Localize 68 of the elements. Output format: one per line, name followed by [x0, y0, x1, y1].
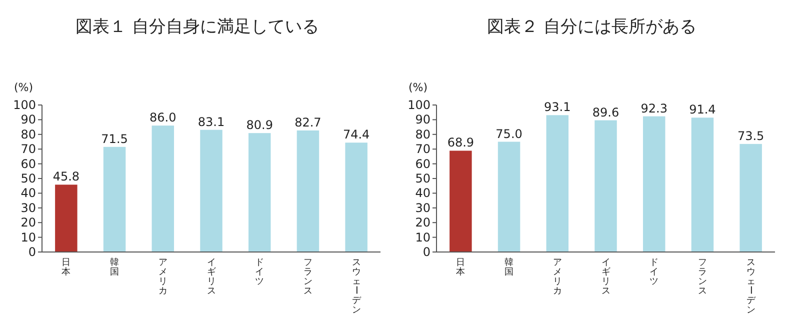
x-tick-label: 韓国	[110, 258, 120, 278]
data-label: 83.1	[198, 114, 225, 129]
x-tick-label: 韓国	[504, 258, 514, 278]
data-label: 91.4	[689, 102, 716, 117]
bar	[152, 126, 174, 252]
y-tick-label: 70	[415, 142, 430, 156]
data-label: 75.0	[496, 126, 522, 141]
bar	[594, 120, 617, 252]
x-tick-label: スウェーデン	[744, 258, 756, 316]
y-tick-label: 100	[408, 98, 430, 112]
y-tick-label: 90	[20, 112, 36, 127]
data-label: 92.3	[640, 101, 668, 116]
bar	[691, 118, 714, 252]
chart-title: 図表２ 自分には長所がある	[487, 17, 696, 37]
data-label: 68.9	[447, 136, 474, 150]
y-tick-label: 50	[20, 172, 36, 186]
x-tick-label: フランス	[303, 258, 312, 296]
x-tick-label: 日本	[456, 258, 466, 278]
data-label: 89.6	[592, 105, 620, 120]
x-tick-label: アメリカ	[158, 258, 168, 296]
data-label: 74.4	[342, 128, 370, 142]
bar	[55, 184, 78, 252]
x-tick-label: スウェーデン	[350, 258, 361, 316]
y-tick-label: 60	[20, 156, 36, 171]
y-tick-label: 30	[415, 200, 430, 215]
bar	[103, 146, 126, 252]
x-tick-label: ドイツ	[650, 258, 659, 287]
data-label: 73.5	[737, 128, 764, 143]
bar	[345, 142, 368, 252]
y-tick-label: 0	[28, 245, 36, 259]
x-tick-label: 日本	[62, 258, 71, 278]
data-label: 93.1	[544, 100, 571, 114]
y-tick-label: 20	[415, 216, 430, 230]
bar	[498, 142, 520, 252]
y-tick-label: 50	[415, 172, 430, 186]
data-label: 71.5	[101, 132, 128, 146]
x-tick-label: イギリス	[601, 258, 610, 296]
bar	[740, 144, 762, 252]
y-tick-label: 70	[20, 142, 36, 156]
bar	[642, 116, 666, 252]
data-label: 45.8	[52, 170, 80, 184]
bar	[546, 115, 569, 252]
x-tick-label: ドイツ	[255, 258, 264, 287]
y-tick-label: 40	[20, 186, 36, 200]
y-tick-label: 60	[415, 156, 430, 171]
bar	[248, 133, 271, 252]
y-tick-label: 20	[20, 216, 36, 230]
data-label: 86.0	[150, 110, 176, 125]
y-tick-label: 40	[415, 186, 430, 200]
y-tick-label: 80	[415, 127, 430, 142]
y-tick-label: 90	[415, 112, 430, 127]
x-tick-label: イギリス	[206, 258, 216, 296]
y-tick-label: 100	[13, 98, 36, 112]
data-label: 82.7	[294, 115, 322, 130]
chart-title: 図表１ 自分自身に満足している	[76, 17, 319, 37]
y-tick-label: 10	[20, 230, 36, 244]
bar	[200, 130, 222, 252]
y-axis-title: (%)	[408, 81, 428, 94]
y-tick-label: 30	[20, 200, 36, 215]
y-tick-label: 80	[20, 127, 36, 142]
data-label: 80.9	[246, 118, 273, 132]
bar	[450, 150, 472, 252]
bar	[296, 130, 320, 252]
y-tick-label: 10	[415, 230, 430, 244]
y-axis-title: (%)	[14, 81, 34, 94]
x-tick-label: アメリカ	[552, 258, 562, 296]
x-tick-label: フランス	[698, 258, 707, 296]
y-tick-label: 0	[422, 245, 430, 259]
